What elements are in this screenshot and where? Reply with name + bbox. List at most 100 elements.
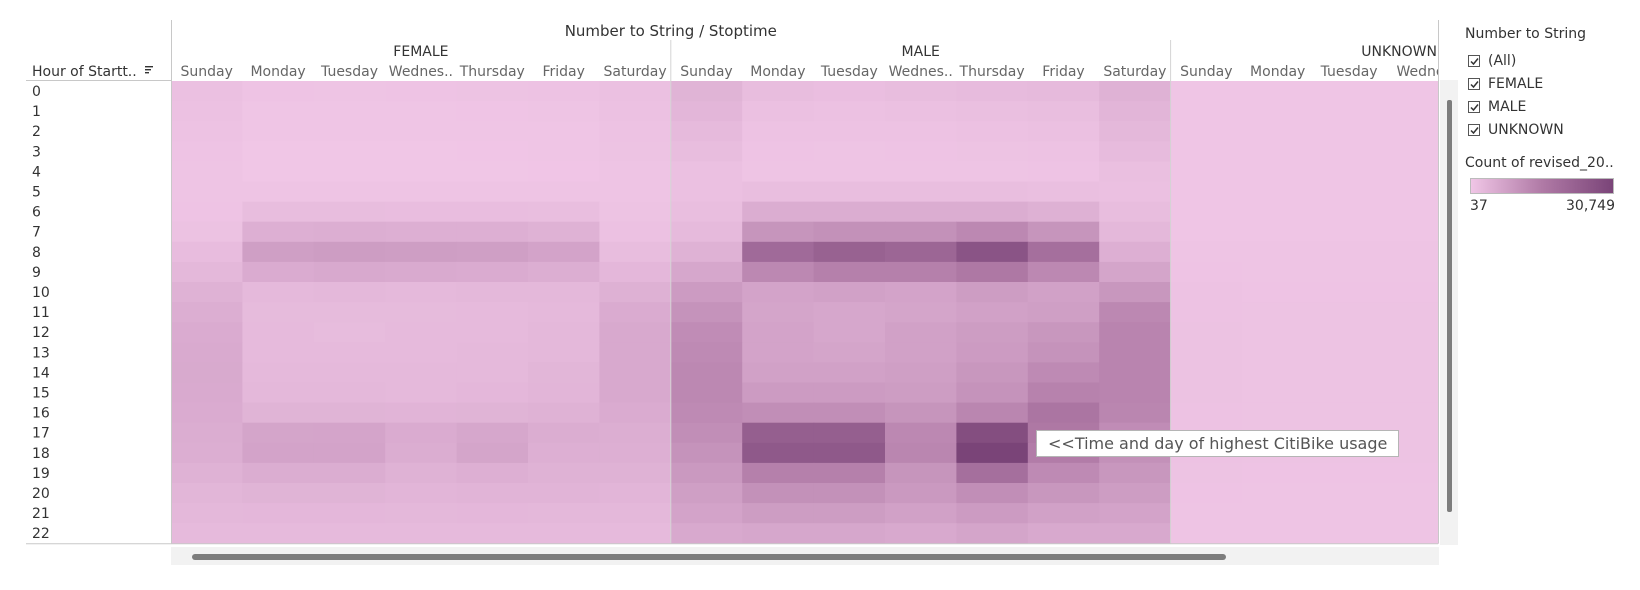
- heatmap-cell[interactable]: [385, 342, 458, 363]
- heatmap-cell[interactable]: [313, 462, 386, 484]
- heatmap-cell[interactable]: [385, 241, 458, 263]
- heatmap-cell[interactable]: [528, 161, 600, 183]
- heatmap-cell[interactable]: [1384, 101, 1457, 122]
- heatmap-cell[interactable]: [1027, 161, 1100, 183]
- heatmap-cell[interactable]: [599, 342, 672, 363]
- heatmap-cell[interactable]: [456, 101, 529, 122]
- heatmap-cell[interactable]: [385, 181, 458, 203]
- heatmap-cell[interactable]: [670, 141, 743, 162]
- heatmap-cell[interactable]: [1242, 462, 1314, 484]
- heatmap-cell[interactable]: [1170, 322, 1243, 343]
- heatmap-cell[interactable]: [885, 382, 957, 404]
- heatmap-cell[interactable]: [171, 362, 243, 384]
- heatmap-cell[interactable]: [242, 362, 315, 384]
- heatmap-cell[interactable]: [313, 322, 386, 343]
- heatmap-cell[interactable]: [313, 282, 386, 303]
- heatmap-cell[interactable]: [456, 221, 529, 243]
- heatmap-cell[interactable]: [742, 422, 815, 444]
- heatmap-cell[interactable]: [313, 261, 386, 283]
- heatmap-cell[interactable]: [242, 402, 315, 424]
- checkbox-checked-icon[interactable]: [1468, 101, 1480, 113]
- heatmap-cell[interactable]: [528, 121, 600, 142]
- heatmap-cell[interactable]: [599, 462, 672, 484]
- heatmap-cell[interactable]: [1170, 241, 1243, 263]
- heatmap-cell[interactable]: [599, 302, 672, 323]
- heatmap-cell[interactable]: [313, 483, 386, 504]
- heatmap-cell[interactable]: [242, 503, 315, 524]
- heatmap-cell[interactable]: [885, 483, 957, 504]
- heatmap-cell[interactable]: [1099, 462, 1172, 484]
- heatmap-cell[interactable]: [242, 282, 315, 303]
- heatmap-cell[interactable]: [670, 302, 743, 323]
- heatmap-cell[interactable]: [956, 121, 1029, 142]
- heatmap-cell[interactable]: [385, 422, 458, 444]
- heatmap-cell[interactable]: [456, 342, 529, 363]
- heatmap-cell[interactable]: [956, 221, 1029, 243]
- heatmap-cell[interactable]: [885, 121, 957, 142]
- heatmap-cell[interactable]: [956, 161, 1029, 183]
- heatmap-cell[interactable]: [456, 261, 529, 283]
- heatmap-cell[interactable]: [813, 161, 886, 183]
- heatmap-cell[interactable]: [171, 442, 243, 464]
- heatmap-cell[interactable]: [599, 483, 672, 504]
- heatmap-cell[interactable]: [1242, 81, 1314, 102]
- heatmap-cell[interactable]: [956, 503, 1029, 524]
- heatmap-cell[interactable]: [528, 322, 600, 343]
- heatmap-cell[interactable]: [956, 402, 1029, 424]
- heatmap-cell[interactable]: [742, 362, 815, 384]
- heatmap-cell[interactable]: [885, 261, 957, 283]
- heatmap-cell[interactable]: [1170, 362, 1243, 384]
- heatmap-cell[interactable]: [742, 302, 815, 323]
- heatmap-cell[interactable]: [1099, 101, 1172, 122]
- heatmap-cell[interactable]: [456, 81, 529, 102]
- heatmap-cell[interactable]: [385, 442, 458, 464]
- heatmap-cell[interactable]: [171, 221, 243, 243]
- heatmap-cell[interactable]: [956, 181, 1029, 203]
- heatmap-cell[interactable]: [599, 322, 672, 343]
- heatmap-cell[interactable]: [313, 181, 386, 203]
- heatmap-cell[interactable]: [385, 201, 458, 223]
- heatmap-cell[interactable]: [813, 442, 886, 464]
- heatmap-cell[interactable]: [1027, 181, 1100, 203]
- heatmap-cell[interactable]: [813, 221, 886, 243]
- heatmap-cell[interactable]: [528, 101, 600, 122]
- heatmap-cell[interactable]: [456, 462, 529, 484]
- heatmap-cell[interactable]: [599, 221, 672, 243]
- heatmap-cell[interactable]: [813, 81, 886, 102]
- heatmap-cell[interactable]: [956, 442, 1029, 464]
- heatmap-cell[interactable]: [599, 121, 672, 142]
- heatmap-cell[interactable]: [742, 322, 815, 343]
- heatmap-cell[interactable]: [1170, 101, 1243, 122]
- heatmap-cell[interactable]: [1242, 342, 1314, 363]
- heatmap-cell[interactable]: [1027, 282, 1100, 303]
- heatmap-cell[interactable]: [313, 221, 386, 243]
- heatmap-cell[interactable]: [956, 422, 1029, 444]
- heatmap-cell[interactable]: [956, 282, 1029, 303]
- heatmap-cell[interactable]: [742, 221, 815, 243]
- heatmap-cell[interactable]: [242, 221, 315, 243]
- heatmap-cell[interactable]: [742, 523, 815, 544]
- heatmap-cell[interactable]: [242, 483, 315, 504]
- heatmap-cell[interactable]: [1242, 523, 1314, 544]
- heatmap-cell[interactable]: [599, 523, 672, 544]
- heatmap-cell[interactable]: [813, 302, 886, 323]
- heatmap-cell[interactable]: [885, 503, 957, 524]
- heatmap-cell[interactable]: [1099, 503, 1172, 524]
- heatmap-cell[interactable]: [1027, 503, 1100, 524]
- heatmap-cell[interactable]: [670, 362, 743, 384]
- heatmap-cell[interactable]: [528, 462, 600, 484]
- heatmap-cell[interactable]: [1027, 121, 1100, 142]
- heatmap-cell[interactable]: [599, 261, 672, 283]
- heatmap-cell[interactable]: [1099, 161, 1172, 183]
- heatmap-cell[interactable]: [670, 282, 743, 303]
- heatmap-cell[interactable]: [313, 442, 386, 464]
- heatmap-cell[interactable]: [1242, 503, 1314, 524]
- heatmap-cell[interactable]: [313, 121, 386, 142]
- heatmap-cell[interactable]: [670, 503, 743, 524]
- heatmap-cell[interactable]: [1384, 141, 1457, 162]
- heatmap-cell[interactable]: [885, 342, 957, 363]
- heatmap-cell[interactable]: [885, 241, 957, 263]
- heatmap-cell[interactable]: [1384, 241, 1457, 263]
- heatmap-cell[interactable]: [242, 201, 315, 223]
- heatmap-cell[interactable]: [742, 141, 815, 162]
